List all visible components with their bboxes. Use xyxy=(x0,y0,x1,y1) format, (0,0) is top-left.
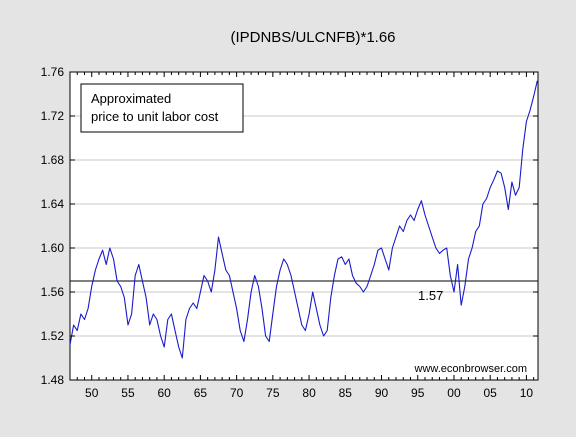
x-tick-label: 05 xyxy=(484,386,498,400)
x-tick-label: 85 xyxy=(339,386,353,400)
legend-line-2: price to unit labor cost xyxy=(91,109,219,124)
y-tick-label: 1.68 xyxy=(41,153,65,167)
legend-line-1: Approximated xyxy=(91,91,171,106)
x-tick-label: 65 xyxy=(194,386,208,400)
y-tick-label: 1.48 xyxy=(41,373,65,387)
reference-line-label: 1.57 xyxy=(418,288,443,303)
y-tick-label: 1.64 xyxy=(41,197,65,211)
x-tick-label: 70 xyxy=(230,386,244,400)
series-line xyxy=(69,80,538,359)
x-tick-label: 00 xyxy=(447,386,461,400)
y-tick-label: 1.76 xyxy=(41,65,65,79)
y-tick-label: 1.52 xyxy=(41,329,65,343)
x-tick-label: 50 xyxy=(85,386,99,400)
x-tick-label: 55 xyxy=(121,386,135,400)
x-tick-label: 80 xyxy=(302,386,316,400)
y-tick-label: 1.60 xyxy=(41,241,65,255)
chart-title: (IPDNBS/ULCNFB)*1.66 xyxy=(230,29,395,46)
x-tick-label: 60 xyxy=(157,386,171,400)
x-tick-label: 10 xyxy=(520,386,534,400)
x-tick-label: 90 xyxy=(375,386,389,400)
y-axis: 1.48 1.52 1.56 1.60 1.64 1.68 1.72 1.76 xyxy=(41,65,538,387)
x-tick-label: 95 xyxy=(411,386,425,400)
watermark: www.econbrowser.com xyxy=(414,363,528,375)
legend-box xyxy=(80,83,244,133)
series-polyline xyxy=(69,80,538,359)
legend: Approximated price to unit labor cost xyxy=(80,83,244,133)
y-tick-label: 1.72 xyxy=(41,109,65,123)
x-axis: 50 55 60 65 70 75 80 85 90 95 00 05 10 xyxy=(69,72,535,400)
y-tick-label: 1.56 xyxy=(41,285,65,299)
x-tick-label: 75 xyxy=(266,386,280,400)
